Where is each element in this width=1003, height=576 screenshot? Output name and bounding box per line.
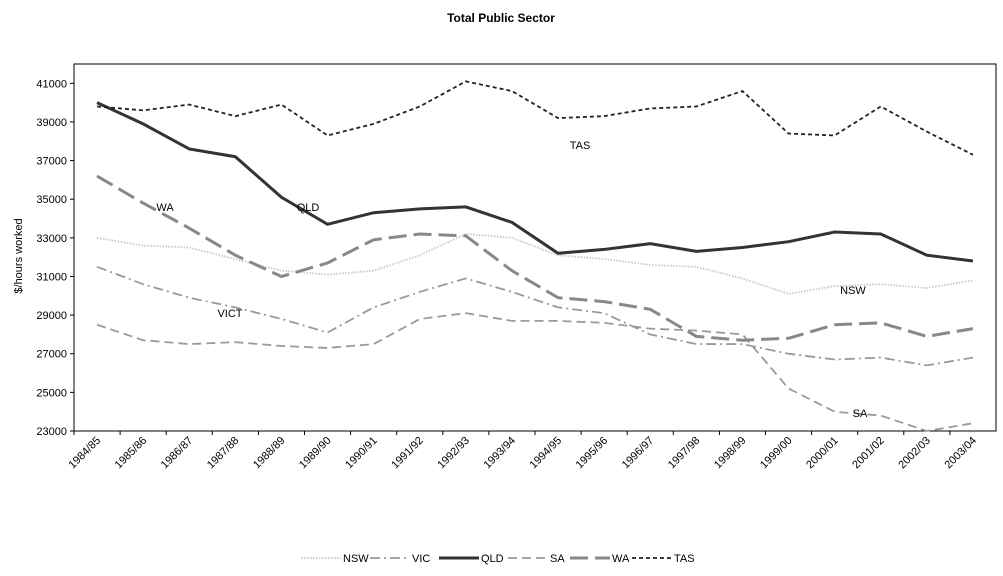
series-line	[96, 174, 974, 342]
chart-title: Total Public Sector	[447, 11, 555, 25]
series-line	[96, 80, 974, 156]
legend-label: QLD	[481, 553, 504, 565]
x-tick-label: 1998/99	[712, 435, 749, 472]
x-tick-label: 2002/03	[896, 435, 933, 472]
legend-label: SA	[550, 553, 565, 565]
x-tick-label: 1993/94	[481, 435, 518, 472]
x-tick-label: 1987/88	[205, 435, 242, 472]
x-tick-label: 2000/01	[804, 435, 841, 472]
x-tick-label: 1995/96	[574, 435, 611, 472]
y-tick-label: 37000	[36, 156, 67, 168]
x-tick-label: 1989/90	[297, 435, 334, 472]
y-tick-label: 31000	[36, 271, 67, 283]
y-tick-label: 23000	[36, 426, 67, 438]
annotation: SA	[853, 408, 868, 420]
x-tick-label: 2001/02	[850, 435, 887, 472]
y-axis-label: $/hours worked	[13, 218, 25, 293]
x-tick-label: 1999/00	[758, 435, 795, 472]
x-tick-label: 1988/89	[251, 435, 288, 472]
annotation: WA	[156, 202, 174, 214]
legend-label: TAS	[674, 553, 695, 565]
legend-label: NSW	[343, 553, 369, 565]
y-tick-label: 41000	[36, 78, 67, 90]
x-tick-label: 1996/97	[620, 435, 657, 472]
x-tick-label: 1990/91	[343, 435, 380, 472]
plot-area	[73, 63, 997, 432]
series-line	[96, 233, 974, 295]
y-tick-label: 35000	[36, 194, 67, 206]
y-tick-label: 29000	[36, 310, 67, 322]
y-tick-label: 39000	[36, 117, 67, 129]
annotation: NSW	[840, 285, 866, 297]
series-line	[96, 265, 974, 367]
annotation: TAS	[570, 140, 591, 152]
x-tick-label: 1994/95	[528, 435, 565, 472]
legend-label: WA	[612, 553, 630, 565]
x-tick-label: 1986/87	[159, 435, 196, 472]
x-tick-label: 1992/93	[435, 435, 472, 472]
x-tick-label: 1997/98	[666, 435, 703, 472]
annotation: QLD	[297, 202, 320, 214]
legend-label: VIC	[412, 553, 430, 565]
x-tick-label: 1985/86	[113, 435, 150, 472]
series-line	[96, 312, 974, 432]
series-line	[96, 101, 974, 263]
x-tick-label: 1984/85	[67, 435, 104, 472]
x-tick-label: 2003/04	[942, 435, 979, 472]
y-tick-label: 25000	[36, 387, 67, 399]
x-tick-label: 1991/92	[389, 435, 426, 472]
y-tick-label: 33000	[36, 233, 67, 245]
annotation: VICT	[217, 308, 242, 320]
y-tick-label: 27000	[36, 349, 67, 361]
